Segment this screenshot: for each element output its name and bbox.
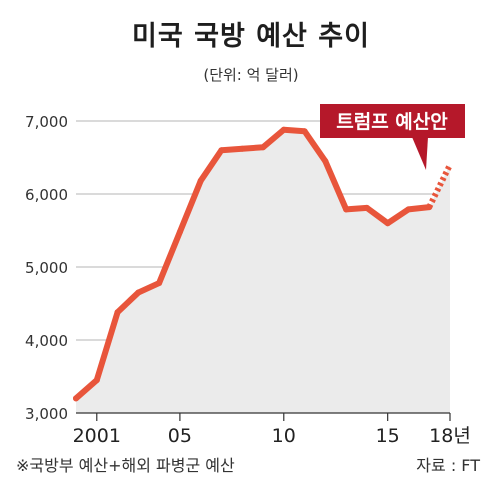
x-tick-label: 05 (168, 425, 192, 447)
callout-label: 트럼프 예산안 (336, 111, 448, 133)
x-tick-label: 15 (376, 425, 400, 447)
data-point (239, 145, 246, 152)
data-point (114, 309, 121, 316)
data-point (384, 220, 391, 227)
x-tick-label: 10 (272, 425, 296, 447)
y-tick-label: 3,000 (25, 405, 68, 423)
x-tick-label: 18년 (429, 425, 471, 447)
y-tick-label: 7,000 (25, 113, 68, 131)
source-label: 자료 : FT (416, 456, 480, 475)
data-point (135, 289, 142, 296)
data-point (363, 204, 370, 211)
data-point (73, 395, 79, 402)
x-tick-label: 2001 (73, 425, 121, 447)
data-point (93, 377, 100, 384)
projection-dashed-line (426, 163, 453, 209)
budget-line-series (73, 126, 433, 402)
chart-title: 미국 국방 예산 추이 (132, 21, 370, 52)
data-point (301, 128, 308, 135)
data-point (260, 144, 266, 151)
data-point (156, 280, 163, 287)
data-point (218, 147, 225, 154)
callout-pointer (412, 137, 428, 170)
unit-label: (단위: 억 달러) (203, 66, 299, 84)
budget-area (76, 129, 450, 413)
data-point (176, 228, 183, 235)
data-point (426, 204, 433, 211)
footnote: ※국방부 예산+해외 파병군 예산 (16, 456, 235, 475)
data-point (280, 126, 287, 133)
callout-box (320, 104, 465, 138)
data-point (322, 158, 329, 165)
y-tick-label: 6,000 (25, 186, 68, 204)
callout: 트럼프 예산안 (320, 104, 465, 170)
data-point (343, 206, 350, 213)
y-tick-label: 5,000 (25, 259, 68, 277)
data-point (197, 177, 204, 184)
y-tick-label: 4,000 (25, 332, 68, 350)
data-point (405, 206, 412, 213)
